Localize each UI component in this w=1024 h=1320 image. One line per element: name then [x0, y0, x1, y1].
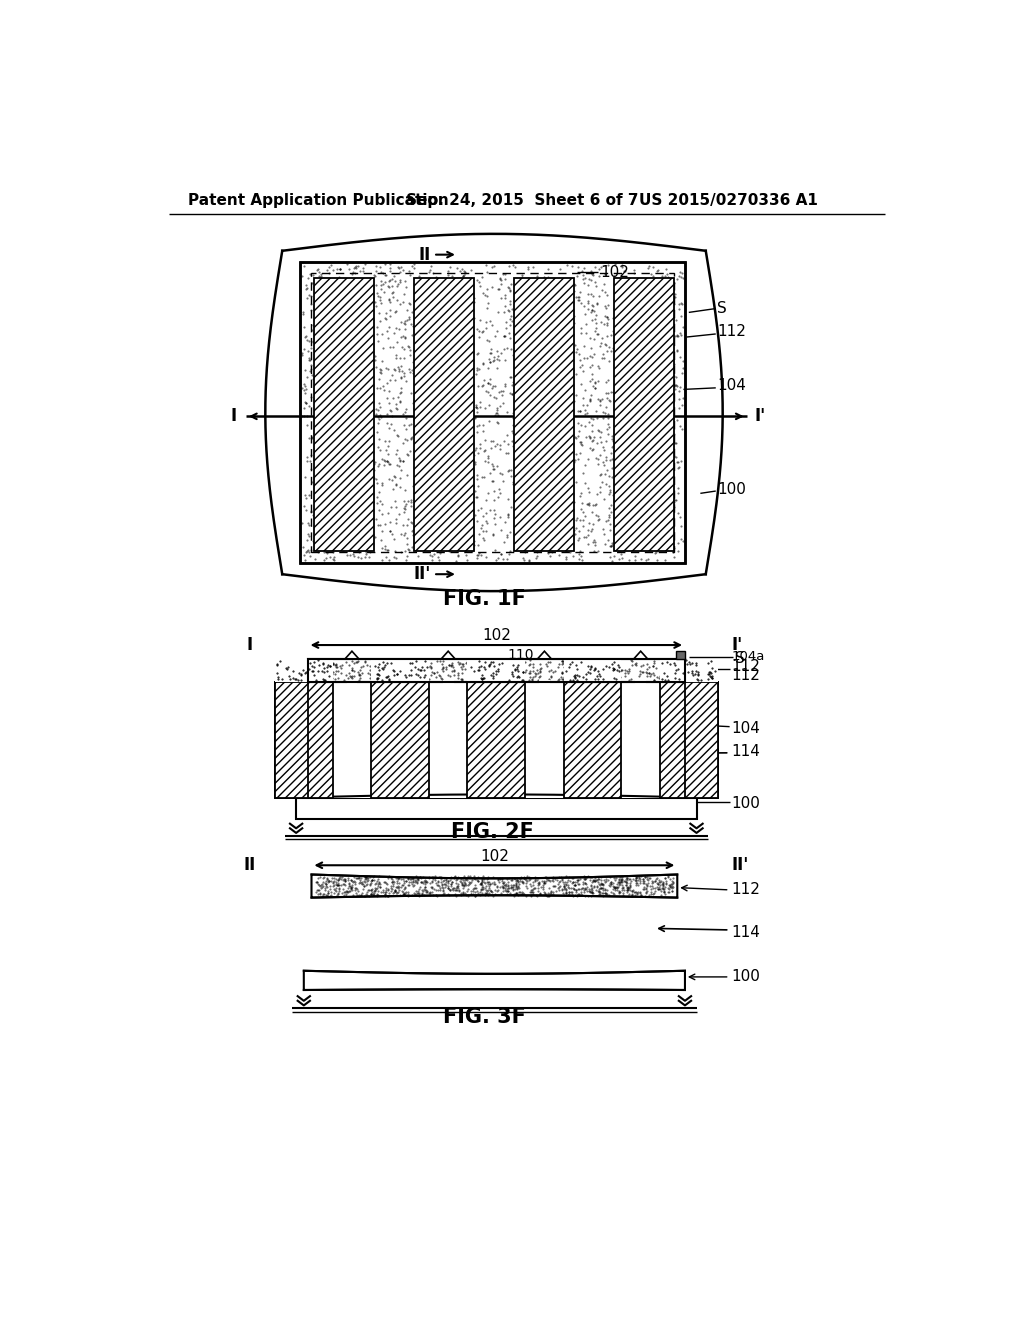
Text: 112: 112 [731, 668, 760, 684]
Bar [614, 277, 674, 552]
Polygon shape [538, 651, 551, 659]
Bar [313, 277, 374, 552]
Polygon shape [634, 651, 647, 659]
Text: 100: 100 [731, 796, 760, 812]
Text: 102: 102 [600, 265, 629, 280]
Bar [307, 659, 685, 682]
Bar [539, 680, 550, 684]
Bar [685, 682, 718, 797]
Bar [414, 277, 474, 552]
Text: 114: 114 [731, 925, 760, 940]
Bar [563, 682, 622, 797]
Text: II: II [244, 857, 256, 874]
Bar [307, 659, 685, 682]
Polygon shape [345, 651, 358, 659]
Bar [659, 659, 718, 682]
Polygon shape [311, 875, 677, 898]
Bar [659, 682, 718, 797]
Bar [300, 263, 685, 562]
Text: 104a: 104a [731, 649, 765, 663]
Bar [274, 682, 307, 797]
Bar [467, 659, 525, 682]
Text: US 2015/0270336 A1: US 2015/0270336 A1 [639, 193, 817, 209]
Text: 110: 110 [508, 648, 535, 663]
Polygon shape [304, 970, 685, 990]
Text: 100: 100 [717, 482, 746, 498]
Text: II: II [419, 246, 431, 264]
Text: Sep. 24, 2015  Sheet 6 of 7: Sep. 24, 2015 Sheet 6 of 7 [407, 193, 639, 209]
Bar [371, 659, 429, 682]
Bar [676, 651, 685, 659]
Bar [514, 277, 574, 552]
Text: 114: 114 [731, 743, 760, 759]
Text: 100: 100 [731, 969, 760, 985]
Text: 102: 102 [480, 849, 509, 865]
Text: Patent Application Publication: Patent Application Publication [188, 193, 450, 209]
Text: 112: 112 [731, 882, 760, 898]
Polygon shape [441, 651, 455, 659]
Text: II': II' [731, 857, 749, 874]
Text: 102: 102 [482, 628, 511, 643]
Bar [300, 263, 685, 562]
Bar [371, 682, 429, 797]
Text: I: I [230, 408, 237, 425]
Text: I: I [247, 636, 253, 653]
Bar [310, 273, 674, 552]
Bar [635, 680, 646, 684]
Text: 104: 104 [717, 378, 746, 393]
Text: II': II' [414, 565, 431, 583]
Bar [346, 680, 357, 684]
Text: 104: 104 [731, 721, 760, 735]
Text: S: S [735, 651, 744, 667]
Text: FIG. 3F: FIG. 3F [443, 1007, 526, 1027]
Text: 112: 112 [717, 325, 746, 339]
Text: 112: 112 [731, 659, 760, 675]
Bar [467, 682, 525, 797]
Text: I': I' [755, 408, 766, 425]
Bar [274, 682, 718, 797]
Bar [296, 797, 696, 818]
Text: FIG. 1F: FIG. 1F [443, 589, 526, 609]
Text: FIG. 2F: FIG. 2F [451, 822, 534, 842]
Bar [274, 659, 333, 682]
Bar [274, 682, 333, 797]
Bar [442, 680, 454, 684]
Text: I': I' [731, 636, 742, 653]
Text: S: S [717, 301, 727, 315]
Bar [563, 659, 622, 682]
